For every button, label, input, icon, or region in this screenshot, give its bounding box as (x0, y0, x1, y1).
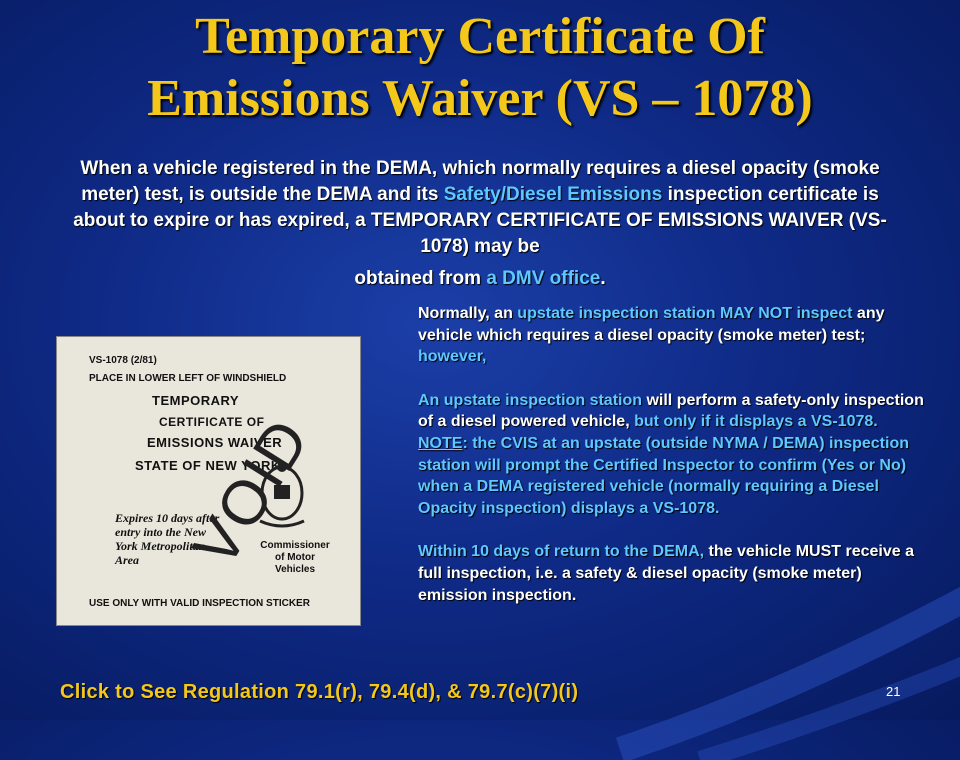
regulation-link[interactable]: Click to See Regulation 79.1(r), 79.4(d)… (60, 681, 579, 703)
cert-line-3: EMISSIONS WAIVER (147, 435, 283, 450)
certificate-image: VS-1078 (2/81) PLACE IN LOWER LEFT OF WI… (57, 337, 360, 625)
commissioner-text: Commissioner of Motor Vehicles (260, 540, 330, 575)
dmv-office-link[interactable]: a DMV office (486, 268, 601, 289)
slide-title: Temporary Certificate Of Emissions Waive… (147, 8, 813, 127)
expires-text: Expires 10 days after entry into the New… (115, 511, 220, 567)
state-seal-icon (259, 462, 305, 528)
cert-line-2: CERTIFICATE OF (159, 415, 265, 429)
place-instruction: PLACE IN LOWER LEFT OF WINDSHIELD (89, 373, 287, 384)
intro-highlight: Safety/Diesel Emissions (443, 184, 663, 205)
cert-footer: USE ONLY WITH VALID INSPECTION STICKER (89, 598, 310, 609)
right-text: Normally, an upstate inspection station … (418, 305, 924, 604)
note-label: NOTE (418, 434, 463, 452)
cert-line-4: STATE OF NEW YORK (135, 458, 281, 473)
cert-line-1: TEMPORARY (152, 393, 240, 408)
page-number: 21 (886, 684, 901, 699)
intro-text: When a vehicle registered in the DEMA, w… (73, 158, 887, 289)
form-number: VS-1078 (2/81) (89, 355, 157, 366)
